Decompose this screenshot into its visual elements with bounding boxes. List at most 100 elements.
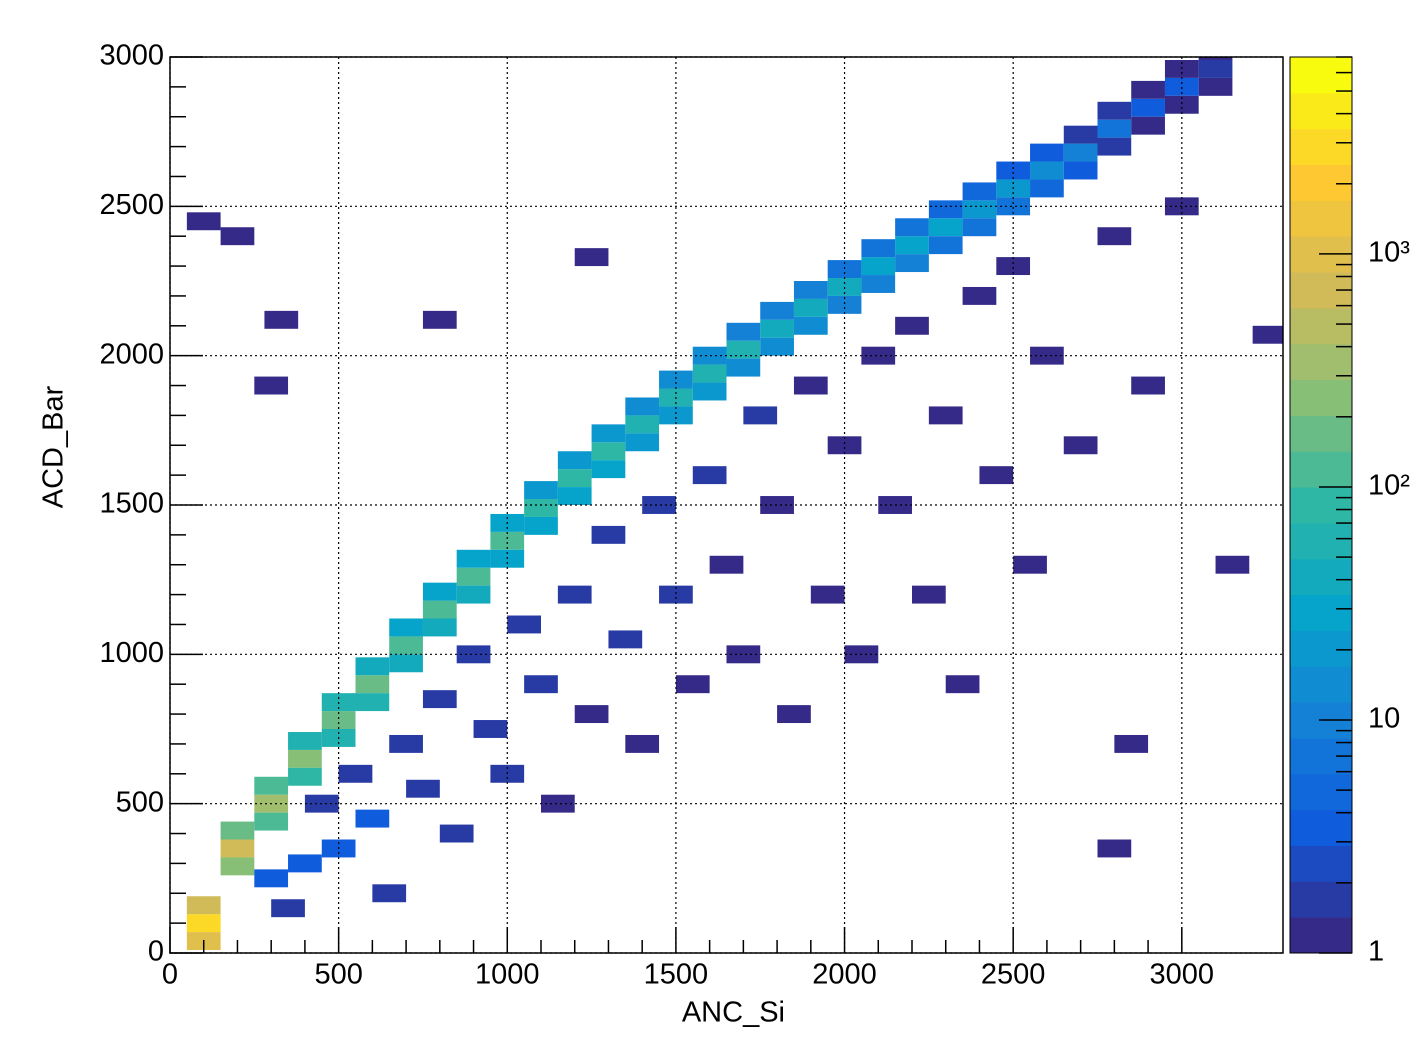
colorbar-band [1290,128,1352,166]
colorbar-band [1290,809,1352,846]
cell [254,812,289,831]
cell [557,451,592,470]
cell [406,779,440,798]
cell [220,227,255,246]
colorbar-band [1290,845,1352,882]
colorbar-band [1290,415,1352,452]
cell [895,236,929,255]
cell [456,585,491,604]
cell [186,914,221,933]
cell [288,749,322,768]
cell [760,301,794,320]
cell [557,585,592,604]
cell [1030,143,1064,162]
cell [760,496,794,514]
y-tick-label: 1000 [99,637,164,669]
cell [1030,179,1064,198]
colorbar-band [1290,451,1352,488]
cell [777,705,811,724]
cell [793,376,828,395]
cell [490,531,525,550]
cell [1013,555,1047,574]
colorbar-band [1290,881,1352,918]
colorbar-band [1290,57,1352,94]
colorbar-band [1290,307,1352,345]
cell [1063,143,1098,162]
cell [422,310,457,329]
z-tick-label: 10² [1368,470,1410,502]
colorbar-band [1290,773,1352,811]
cell [264,310,299,329]
cell [692,466,727,485]
cell [1131,116,1165,135]
cell [186,212,221,231]
cell [827,278,862,296]
cell [996,161,1031,180]
cell [625,397,660,416]
cells [186,57,1283,951]
cell [524,516,558,535]
cell [945,675,980,694]
cell [524,675,558,694]
x-tick-label: 2000 [812,959,877,991]
x-tick-label: 3000 [1150,959,1215,991]
x-tick-label: 1500 [644,959,709,991]
cell [793,281,828,299]
cell [912,585,946,604]
cell [186,896,221,915]
cell [355,693,390,712]
y-tick-label: 2000 [99,338,164,370]
cell [675,675,710,694]
cell [1097,227,1132,246]
x-tick-label: 0 [162,959,178,991]
cell [220,857,255,876]
cell [625,415,660,434]
cell [507,615,541,634]
cell [574,705,609,724]
cell [524,481,558,500]
cell [1198,57,1233,60]
cell [321,711,356,729]
cell [1131,98,1165,117]
cell [591,525,626,544]
cell [861,346,896,365]
colorbar-band [1290,487,1352,524]
cell [861,239,896,258]
cell [962,218,997,237]
cell [254,376,289,395]
x-axis-label: ANC_Si [682,997,785,1029]
cell [389,636,423,655]
cell [1097,839,1132,858]
cell [625,433,660,452]
colorbar-band [1290,164,1352,201]
colorbar-band [1290,630,1352,667]
cell [1063,161,1098,180]
cell [608,630,643,649]
y-tick-label: 1500 [99,488,164,520]
z-tick-label: 10 [1368,703,1400,735]
cell [1198,59,1233,78]
x-tick-label: 2500 [981,959,1046,991]
cell [1198,77,1233,96]
cell [928,406,963,425]
cell [760,337,794,356]
cell [1097,101,1132,120]
cell [1114,734,1149,753]
cell [1215,555,1250,574]
cell [1164,95,1199,114]
cell [1164,77,1199,96]
cell [793,316,828,335]
cell [338,764,373,783]
cell [591,442,626,461]
colorbar-band [1290,666,1352,703]
cell [355,809,390,828]
cell [962,200,997,219]
cell [288,767,322,786]
colorbar-band [1290,522,1352,560]
cell [810,585,845,604]
cell [1131,80,1165,99]
cell [1063,436,1098,455]
cell [557,487,592,505]
cell [928,236,963,255]
